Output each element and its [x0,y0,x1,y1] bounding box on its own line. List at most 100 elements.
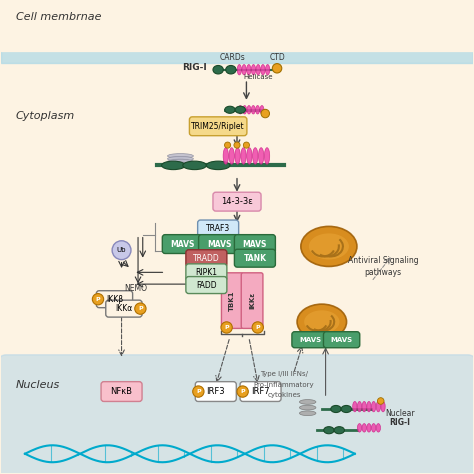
Text: Antiviral Signaling: Antiviral Signaling [348,256,419,265]
FancyBboxPatch shape [96,291,133,308]
Text: Nuclear: Nuclear [385,409,414,418]
Ellipse shape [253,148,258,164]
Ellipse shape [357,401,362,412]
Ellipse shape [238,106,242,114]
Text: IKKε: IKKε [249,292,255,309]
Ellipse shape [167,156,193,161]
Ellipse shape [206,161,230,170]
Ellipse shape [381,401,385,412]
Ellipse shape [300,400,316,404]
Circle shape [112,241,131,260]
Text: P: P [255,325,260,330]
Text: RIG-I: RIG-I [182,63,207,72]
Text: Pro-inflammatory: Pro-inflammatory [254,382,314,388]
Text: MAVS: MAVS [171,239,195,248]
Text: RIPK1: RIPK1 [195,268,218,277]
Ellipse shape [300,411,316,416]
Text: RIG-I: RIG-I [389,419,410,428]
FancyBboxPatch shape [323,332,360,348]
FancyBboxPatch shape [106,300,142,317]
Circle shape [234,142,240,148]
Ellipse shape [300,405,316,410]
Circle shape [237,386,248,397]
FancyBboxPatch shape [241,273,263,328]
Ellipse shape [246,64,251,75]
FancyBboxPatch shape [0,355,474,474]
Text: pathways: pathways [365,268,401,277]
Ellipse shape [258,148,264,164]
Text: TRAF3: TRAF3 [206,224,230,233]
Ellipse shape [243,106,246,114]
FancyBboxPatch shape [195,382,237,401]
Text: TBK1: TBK1 [229,291,235,311]
Ellipse shape [183,161,206,170]
Ellipse shape [213,65,223,74]
Text: IRF3: IRF3 [207,387,225,396]
Text: TRADD: TRADD [193,254,220,263]
Ellipse shape [324,427,334,434]
Text: MAVS: MAVS [207,239,231,248]
Ellipse shape [226,65,236,74]
Circle shape [135,303,146,314]
Ellipse shape [376,424,381,432]
Circle shape [225,142,231,148]
Text: CTD: CTD [269,53,285,62]
Ellipse shape [251,106,255,114]
Ellipse shape [353,401,357,412]
Text: MAVS: MAVS [299,337,321,343]
Text: TANK: TANK [244,254,266,263]
Ellipse shape [237,64,241,75]
Circle shape [221,322,232,333]
Text: NEMO: NEMO [124,284,147,293]
Text: Type I/III IFNs/: Type I/III IFNs/ [260,371,308,377]
Ellipse shape [362,401,366,412]
Ellipse shape [261,64,265,75]
Ellipse shape [247,148,252,164]
Text: 14-3-3ε: 14-3-3ε [221,197,253,206]
Text: P: P [196,389,201,394]
Ellipse shape [372,424,376,432]
FancyBboxPatch shape [186,264,227,281]
Ellipse shape [242,64,246,75]
Bar [1,1,473,51]
Ellipse shape [241,148,246,164]
Ellipse shape [265,64,270,75]
Circle shape [92,293,104,305]
Text: FADD: FADD [196,281,217,290]
Ellipse shape [162,161,185,170]
FancyBboxPatch shape [292,332,328,348]
Circle shape [261,109,270,118]
Ellipse shape [362,424,366,432]
Text: cytokines: cytokines [267,392,301,398]
Ellipse shape [334,427,345,434]
Text: IKKβ: IKKβ [106,295,123,304]
Ellipse shape [223,148,228,164]
Text: P: P [96,297,100,302]
Text: TRIM25/Riplet: TRIM25/Riplet [191,122,245,131]
FancyBboxPatch shape [101,382,142,401]
Ellipse shape [235,148,240,164]
Text: P: P [138,306,143,311]
Ellipse shape [367,401,371,412]
Ellipse shape [304,310,339,333]
Circle shape [252,322,264,333]
FancyBboxPatch shape [235,235,275,254]
Text: MAVS: MAVS [243,239,267,248]
Ellipse shape [309,233,349,259]
Text: Cell membrnae: Cell membrnae [16,12,101,22]
Text: IKKα: IKKα [115,304,133,313]
Text: P: P [240,389,245,394]
FancyBboxPatch shape [186,250,227,267]
Circle shape [193,386,204,397]
Ellipse shape [331,405,341,412]
Text: Ub: Ub [117,247,126,253]
FancyBboxPatch shape [190,117,247,136]
Text: P: P [224,325,229,330]
FancyBboxPatch shape [235,249,275,267]
Text: NFκB: NFκB [110,387,133,396]
Text: Helicase: Helicase [244,74,273,80]
Bar [1,51,473,63]
FancyBboxPatch shape [186,277,227,293]
FancyBboxPatch shape [213,192,261,211]
Circle shape [243,142,249,148]
